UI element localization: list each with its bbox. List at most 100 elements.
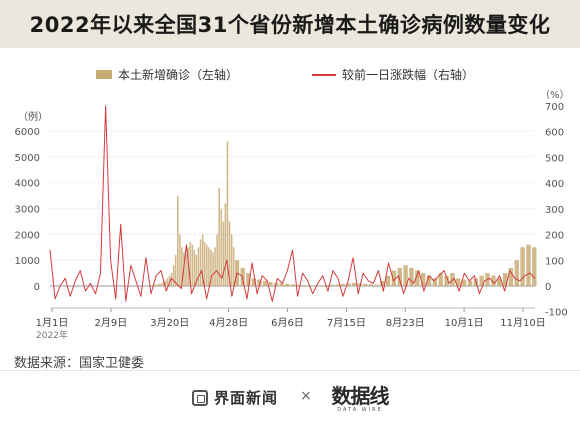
bar [154,284,156,286]
bar [296,284,301,286]
bar [218,187,220,286]
bar [226,141,229,286]
bar [426,275,432,286]
bar [195,255,198,286]
bar [262,280,268,286]
partner-subtitle: DATA WIRE [337,407,383,413]
x-tick-label: 6月6日 [271,317,304,329]
bar [391,270,397,286]
publisher-name: 界面新闻 [214,389,279,407]
chart-title: 2022年以来全国31个省份新增本土确诊病例数量变化 [29,13,551,37]
data-source: 数据来源：国家卫健委 [14,356,145,371]
bar [179,234,181,286]
brand-separator: × [300,388,312,404]
x-tick-label: 1月1日 [36,317,69,329]
right-tick-label: 500 [545,153,564,164]
x-tick-label: 3月20日 [150,317,189,329]
bar [502,273,508,286]
bar [421,273,426,286]
bar [444,275,449,286]
bar [456,278,461,287]
axes: 0 1000 2000 3000 4000 5000 6000 （例） -100 0 100 200 3… [15,89,570,341]
bar [206,244,208,286]
x-tick-label: 8月23日 [386,317,425,329]
left-tick-label: 5000 [15,153,40,164]
legend-item-line: 较前一日涨跌幅（右轴） [312,66,474,83]
bar [520,247,525,287]
bar [170,273,173,286]
bar [479,275,484,286]
bar [279,283,284,286]
title-band [0,0,580,48]
partner-brand: 数据线 DATA WIRE [326,380,394,413]
legend-label-bar: 本土新增确诊（左轴） [118,68,239,82]
bar [257,279,262,286]
bar [532,247,537,287]
bar [185,255,187,286]
bar [526,244,531,286]
bar [363,283,368,286]
left-tick-label: 0 [34,282,40,293]
bar [438,273,443,286]
bar [508,267,514,286]
bar [201,234,204,286]
partner-name: 数据线 [331,384,390,408]
bar [187,247,189,287]
bar [246,273,251,286]
bar [208,247,210,287]
left-axis-unit: （例） [18,110,48,123]
x-tick-label: 2月9日 [95,317,128,329]
bar [403,265,408,286]
bar [177,195,179,286]
bar [313,285,318,286]
x-tick-label: 7月15日 [327,317,366,329]
x-tick-label: 11月10日 [500,317,545,329]
bar [220,208,223,286]
bar [230,234,233,286]
bar [228,221,231,286]
bar [251,278,256,287]
bar [216,234,218,286]
bar [210,249,212,286]
legend-item-bar: 本土新增确诊（左轴） [96,66,238,83]
bar [189,242,191,286]
left-tick-label: 2000 [15,230,40,241]
bar [397,267,402,286]
bar [232,247,235,287]
bar [380,280,385,286]
publisher-logo-icon [192,389,208,406]
left-tick-label: 3000 [15,205,40,216]
publisher-brand: 界面新闻 [192,387,278,408]
bar [514,260,519,286]
bar [164,280,167,286]
bar [197,247,200,287]
bar [174,255,177,286]
bar [374,284,379,286]
right-tick-label: 200 [545,231,564,242]
left-tick-label: 6000 [15,127,40,138]
bar [368,284,373,286]
bar [224,203,227,286]
x-tick-label: 10月1日 [445,317,484,329]
bar [461,279,467,286]
bar [432,278,438,287]
right-tick-label: 0 [545,282,551,293]
bar [168,275,171,286]
bar [497,278,502,287]
bar [415,270,420,286]
bar [285,283,290,286]
bar [318,285,323,286]
bar [290,284,295,286]
right-tick-label: 600 [545,128,564,139]
line-path [49,105,536,302]
bar [409,267,414,286]
bar [160,283,162,286]
bar [162,282,165,286]
bar [212,252,214,286]
bar [158,283,160,286]
bar [172,265,175,286]
bar [467,280,473,286]
bar [329,284,334,286]
right-tick-label: 300 [545,205,564,216]
right-tick-label: 400 [545,179,564,190]
